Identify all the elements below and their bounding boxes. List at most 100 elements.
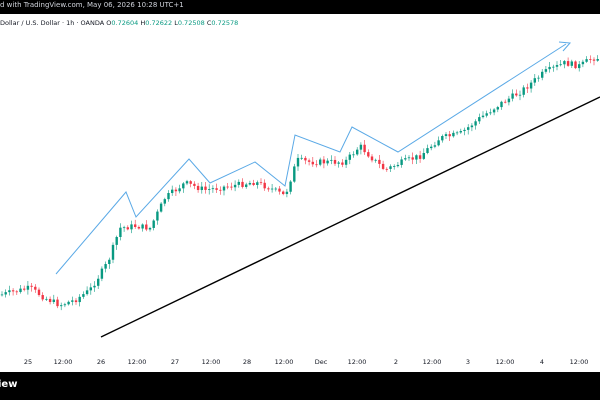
x-tick-label: 3 [465, 358, 471, 366]
x-tick-label: 12:00 [201, 358, 221, 366]
candle-body [11, 290, 15, 292]
candle-body [504, 101, 507, 103]
candle-body [185, 181, 189, 184]
candle-body [319, 159, 322, 165]
footer-bar: iew [0, 372, 600, 400]
x-tick-label: 12:00 [53, 358, 73, 366]
x-tick-label: 26 [96, 358, 106, 366]
candle-body [422, 153, 425, 159]
top-bar: d with TradingView.com, May 06, 2026 10:… [0, 0, 600, 14]
candle-body [171, 189, 174, 194]
price-chart[interactable] [0, 14, 600, 372]
time-axis[interactable]: 25 12:00 26 12:00 27 12:00 28 12:00 Dec 12:00 2 12:… [0, 355, 600, 373]
symbol-info: Dollar / U.S. Dollar · 1h · OANDA O0.726… [0, 19, 238, 27]
x-tick-label: 12:00 [422, 358, 442, 366]
candle-body [500, 101, 503, 108]
candle-body [315, 164, 318, 166]
candle-body [496, 107, 499, 110]
low-value: 0.72508 [177, 19, 205, 27]
candle-body [518, 94, 522, 96]
candle-body [578, 64, 581, 69]
candle-body [193, 183, 196, 186]
candle-body [71, 300, 74, 302]
candle-body [467, 127, 470, 130]
candle-body [104, 264, 107, 269]
candle-body [478, 117, 481, 122]
candle-body [489, 112, 492, 114]
candle-body [352, 154, 355, 156]
candle-body [48, 298, 52, 303]
candle-body [82, 294, 85, 297]
candle-body [370, 156, 374, 161]
candle-body [115, 236, 118, 245]
candle-body [4, 292, 7, 295]
candle-body [130, 224, 133, 230]
candle-body [481, 115, 485, 118]
candle-body [411, 157, 414, 160]
candle-body [511, 93, 514, 99]
candle-body [348, 154, 351, 160]
candle-body [574, 61, 577, 69]
candle-body [278, 188, 281, 192]
candle-body [252, 182, 255, 185]
candle-body [341, 162, 344, 165]
candle-body [418, 155, 422, 159]
candle-body [300, 157, 303, 159]
candle-body [404, 158, 407, 160]
candle-body [559, 64, 562, 66]
brand-logo: iew [0, 379, 18, 390]
zigzag-drawing[interactable] [55, 43, 567, 275]
candle-body [441, 136, 444, 141]
x-tick-label: 12:00 [274, 358, 294, 366]
candle-body [259, 182, 263, 184]
candle-body [293, 166, 296, 182]
candle-body [537, 77, 540, 79]
candle-body [396, 164, 400, 167]
candle-body [126, 227, 129, 230]
candle-body [256, 182, 259, 185]
candle-body [552, 66, 555, 68]
candle-body [282, 191, 285, 195]
x-tick-label: Dec [314, 358, 328, 366]
candle-body [333, 159, 337, 164]
candle-body [41, 295, 44, 300]
candle-body [533, 78, 536, 83]
candle-body [215, 188, 218, 190]
candle-body [385, 168, 388, 170]
x-tick-label: 12:00 [495, 358, 515, 366]
candle-body [274, 188, 277, 190]
open-value: 0.72604 [111, 19, 139, 27]
candle-body [522, 87, 525, 95]
open-label: O [106, 19, 112, 27]
candle-body [378, 159, 381, 164]
candle-body [485, 113, 488, 116]
candle-body [230, 186, 233, 188]
candle-body [363, 144, 366, 153]
candle-body [415, 155, 418, 160]
candle-body [526, 87, 529, 89]
candle-body [119, 227, 122, 237]
x-tick-label: 12:00 [569, 358, 589, 366]
candle-body [141, 224, 144, 229]
candle-body [189, 181, 192, 184]
trendline[interactable] [100, 96, 600, 338]
candle-body [67, 301, 70, 305]
candle-body [85, 290, 89, 295]
candle-body [544, 69, 548, 72]
candle-body [174, 189, 178, 192]
candle-body [430, 146, 433, 149]
candle-body [548, 66, 551, 70]
close-label: C [206, 19, 212, 27]
candle-body [541, 71, 544, 78]
candle-body [263, 182, 266, 189]
candle-body [337, 162, 340, 164]
high-value: 0.72622 [145, 19, 173, 27]
high-label: H [140, 19, 146, 27]
candle-body [241, 181, 244, 187]
candle-body [270, 188, 274, 190]
candle-body [211, 188, 215, 190]
candle-body [111, 244, 115, 260]
candle-body [507, 98, 511, 103]
candle-body [455, 132, 459, 134]
watermark-text: d with TradingView.com, May 06, 2026 10:… [0, 1, 184, 9]
